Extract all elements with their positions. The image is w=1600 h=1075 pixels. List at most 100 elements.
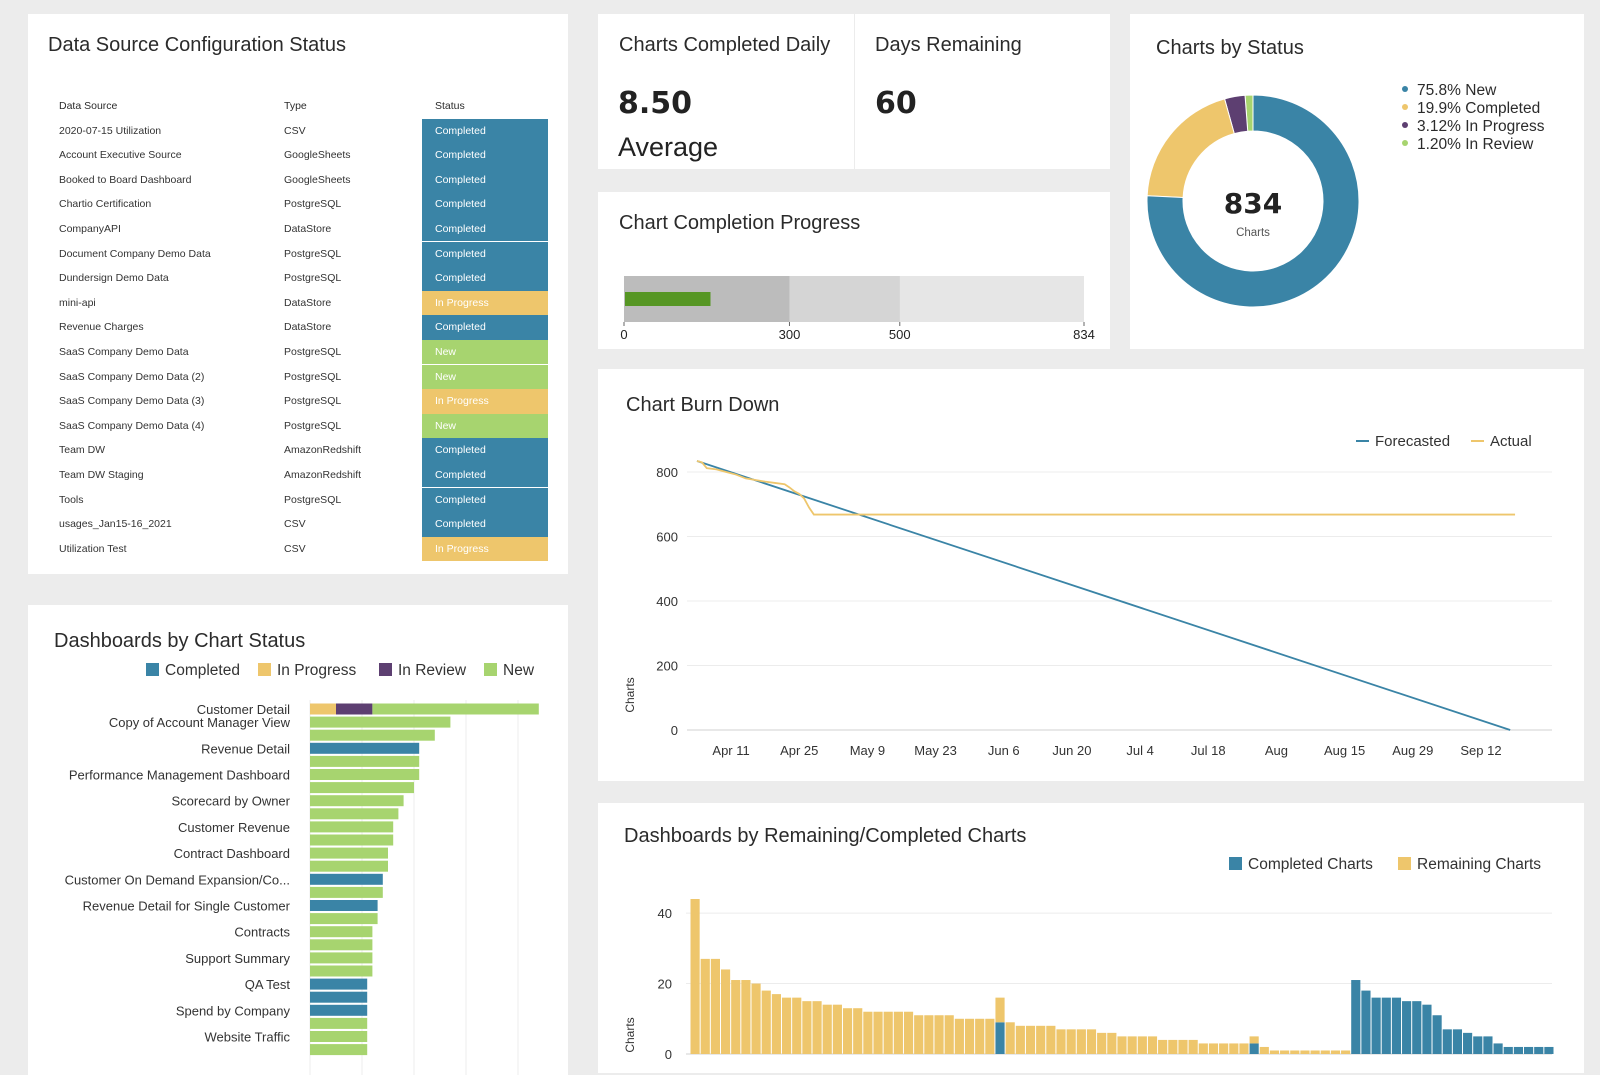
bar-remaining[interactable]: [985, 1018, 995, 1054]
bar-completed[interactable]: [995, 1022, 1005, 1054]
bar-segment[interactable]: [310, 1017, 368, 1029]
bar-completed[interactable]: [1524, 1046, 1534, 1054]
bar-completed[interactable]: [1442, 1029, 1452, 1054]
donut-slice-in-progress[interactable]: [1223, 94, 1249, 135]
bar-remaining[interactable]: [1107, 1032, 1117, 1054]
bar-segment[interactable]: [310, 769, 420, 780]
bar-remaining[interactable]: [710, 958, 720, 1054]
bar-remaining[interactable]: [924, 1015, 934, 1054]
bar-completed[interactable]: [1371, 997, 1381, 1054]
bar-remaining[interactable]: [1341, 1050, 1351, 1054]
bar-remaining[interactable]: [954, 1018, 964, 1054]
bar-remaining[interactable]: [751, 983, 761, 1054]
bar-completed[interactable]: [1361, 990, 1371, 1054]
bar-remaining[interactable]: [873, 1011, 883, 1054]
donut-slice-completed[interactable]: [1146, 98, 1235, 199]
bar-segment[interactable]: [310, 821, 394, 833]
bar-segment[interactable]: [336, 703, 373, 715]
bar-remaining[interactable]: [893, 1011, 903, 1054]
bar-completed[interactable]: [1391, 997, 1402, 1054]
bar-segment[interactable]: [310, 952, 373, 964]
bar-segment[interactable]: [310, 1004, 368, 1016]
donut-legend-item[interactable]: 3.12% In Progress: [1402, 118, 1545, 136]
bar-completed[interactable]: [1432, 1015, 1442, 1054]
bar-segment[interactable]: [310, 808, 399, 820]
bar-remaining[interactable]: [1046, 1025, 1056, 1054]
bar-completed[interactable]: [1473, 1036, 1483, 1054]
bar-remaining[interactable]: [975, 1018, 985, 1054]
bar-segment[interactable]: [310, 834, 394, 846]
bar-remaining[interactable]: [944, 1015, 954, 1054]
bar-remaining[interactable]: [1117, 1036, 1127, 1054]
bar-remaining[interactable]: [731, 980, 741, 1054]
bar-completed[interactable]: [1513, 1046, 1524, 1054]
bar-segment[interactable]: [310, 1044, 368, 1056]
bar-remaining[interactable]: [1056, 1029, 1066, 1054]
bar-remaining[interactable]: [914, 1015, 924, 1054]
bar-remaining[interactable]: [1280, 1050, 1290, 1054]
bar-remaining[interactable]: [903, 1011, 914, 1054]
bar-segment[interactable]: [310, 795, 404, 807]
bar-remaining[interactable]: [1229, 1043, 1239, 1054]
bar-remaining[interactable]: [781, 997, 792, 1054]
bar-segment[interactable]: [310, 847, 388, 859]
bar-completed[interactable]: [1402, 1001, 1412, 1054]
bar-remaining[interactable]: [1310, 1050, 1320, 1054]
bar-completed[interactable]: [1412, 1001, 1422, 1054]
bar-completed[interactable]: [1483, 1036, 1493, 1054]
bar-remaining[interactable]: [1188, 1039, 1198, 1054]
bar-segment[interactable]: [310, 1031, 368, 1042]
bar-remaining[interactable]: [1198, 1043, 1208, 1054]
bar-segment[interactable]: [310, 742, 420, 754]
bar-remaining[interactable]: [1086, 1029, 1097, 1054]
bar-segment[interactable]: [310, 873, 383, 885]
bar-remaining[interactable]: [1066, 1029, 1076, 1054]
bar-remaining[interactable]: [771, 994, 781, 1054]
bar-completed[interactable]: [1463, 1032, 1473, 1054]
bar-remaining[interactable]: [1300, 1050, 1310, 1054]
bar-remaining[interactable]: [1208, 1043, 1219, 1054]
bar-remaining[interactable]: [934, 1015, 944, 1054]
bar-segment[interactable]: [372, 703, 539, 715]
bar-completed[interactable]: [1249, 1043, 1259, 1054]
donut-legend-item[interactable]: 19.9% Completed: [1402, 100, 1540, 118]
bar-completed[interactable]: [1422, 1004, 1432, 1054]
series-line-forecasted[interactable]: [696, 460, 1511, 731]
bar-segment[interactable]: [310, 965, 373, 977]
bar-remaining[interactable]: [1178, 1039, 1188, 1054]
bar-completed[interactable]: [1493, 1043, 1503, 1054]
bar-remaining[interactable]: [1137, 1036, 1147, 1054]
donut-slice-new[interactable]: [1146, 94, 1360, 308]
bar-segment[interactable]: [310, 900, 378, 911]
bar-completed[interactable]: [1534, 1046, 1544, 1054]
bar-segment[interactable]: [310, 860, 388, 872]
bar-segment[interactable]: [310, 991, 368, 1003]
bar-remaining[interactable]: [883, 1011, 893, 1054]
bar-remaining[interactable]: [863, 1011, 873, 1054]
bar-segment[interactable]: [310, 886, 383, 898]
bar-remaining[interactable]: [741, 980, 751, 1054]
bar-remaining[interactable]: [1127, 1036, 1137, 1054]
bar-segment[interactable]: [310, 716, 451, 728]
bar-segment[interactable]: [310, 939, 373, 951]
bar-completed[interactable]: [1503, 1046, 1513, 1054]
bar-remaining[interactable]: [802, 1001, 812, 1054]
bar-remaining[interactable]: [1249, 1036, 1259, 1044]
bar-remaining[interactable]: [1239, 1043, 1249, 1054]
bar-remaining[interactable]: [822, 1004, 832, 1054]
bar-remaining[interactable]: [1320, 1050, 1330, 1054]
bar-segment[interactable]: [310, 978, 368, 990]
bar-segment[interactable]: [310, 782, 414, 794]
bar-remaining[interactable]: [1076, 1029, 1086, 1054]
bar-remaining[interactable]: [1330, 1050, 1341, 1054]
bar-segment[interactable]: [310, 913, 378, 925]
bar-remaining[interactable]: [1290, 1050, 1300, 1054]
bar-completed[interactable]: [1351, 980, 1361, 1054]
bar-remaining[interactable]: [853, 1008, 863, 1054]
bar-completed[interactable]: [1452, 1029, 1463, 1054]
bar-remaining[interactable]: [1025, 1025, 1036, 1054]
bar-remaining[interactable]: [1158, 1039, 1168, 1054]
bar-remaining[interactable]: [1097, 1032, 1107, 1054]
bar-remaining[interactable]: [700, 958, 710, 1054]
bar-remaining[interactable]: [832, 1004, 842, 1054]
